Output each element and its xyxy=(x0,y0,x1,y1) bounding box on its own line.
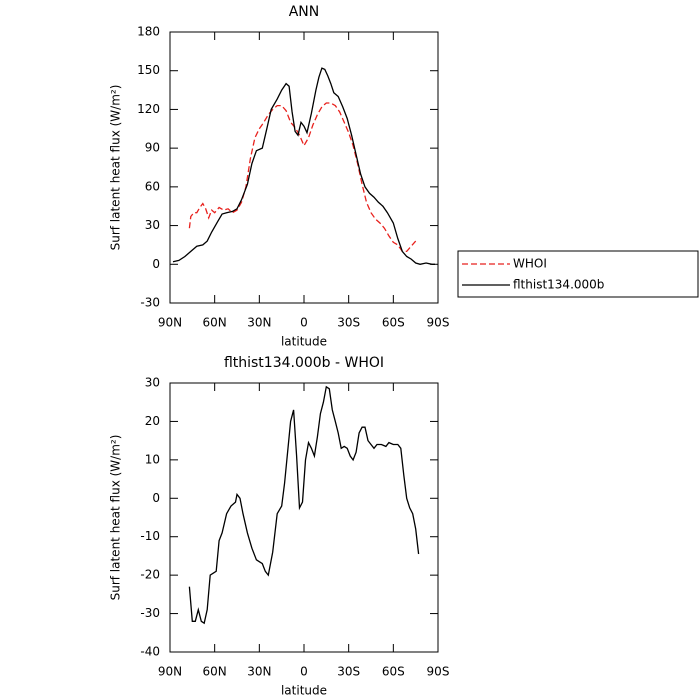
y-tick-label: 60 xyxy=(145,179,160,193)
chart-title: flthist134.000b - WHOI xyxy=(224,355,384,371)
y-tick-label: 0 xyxy=(152,257,160,271)
y-axis-label: Surf latent heat flux (W/m²) xyxy=(109,85,123,251)
legend-box xyxy=(457,250,699,298)
legend-label: flthist134.000b xyxy=(513,278,604,292)
x-tick-label: 90N xyxy=(158,316,182,330)
plot-frame xyxy=(169,31,439,304)
y-tick-label: -10 xyxy=(140,529,160,543)
y-tick-label: 120 xyxy=(137,102,160,116)
chart-title: ANN xyxy=(289,4,320,20)
y-tick-label: 150 xyxy=(137,63,160,77)
x-tick-label: 90N xyxy=(158,665,182,679)
data-line xyxy=(188,385,420,625)
y-tick-label: -40 xyxy=(140,645,160,659)
x-tick-label: 60S xyxy=(382,316,405,330)
x-tick-label: 0 xyxy=(300,665,308,679)
data-line xyxy=(172,67,435,265)
x-tick-label: 90S xyxy=(427,665,450,679)
x-tick-label: 60S xyxy=(382,665,405,679)
y-tick-label: 90 xyxy=(145,141,160,155)
x-tick-label: 90S xyxy=(427,316,450,330)
y-tick-label: 10 xyxy=(145,452,160,466)
x-tick-label: 30S xyxy=(337,665,360,679)
x-tick-label: 0 xyxy=(300,316,308,330)
y-tick-label: 30 xyxy=(145,376,160,390)
y-axis-label: Surf latent heat flux (W/m²) xyxy=(109,435,123,601)
x-axis-label: latitude xyxy=(281,335,327,349)
x-tick-label: 30N xyxy=(247,316,271,330)
y-tick-label: -20 xyxy=(140,568,160,582)
y-tick-label: 180 xyxy=(137,25,160,39)
legend-label: WHOI xyxy=(513,257,547,271)
y-tick-label: 30 xyxy=(145,218,160,232)
x-axis-label: latitude xyxy=(281,684,327,698)
x-tick-label: 30S xyxy=(337,316,360,330)
data-line xyxy=(188,102,417,253)
x-tick-label: 60N xyxy=(203,316,227,330)
y-tick-label: -30 xyxy=(140,296,160,310)
y-tick-label: 0 xyxy=(152,491,160,505)
plot-frame xyxy=(169,382,439,653)
x-tick-label: 30N xyxy=(247,665,271,679)
y-tick-label: -30 xyxy=(140,606,160,620)
x-tick-label: 60N xyxy=(203,665,227,679)
y-tick-label: 20 xyxy=(145,414,160,428)
